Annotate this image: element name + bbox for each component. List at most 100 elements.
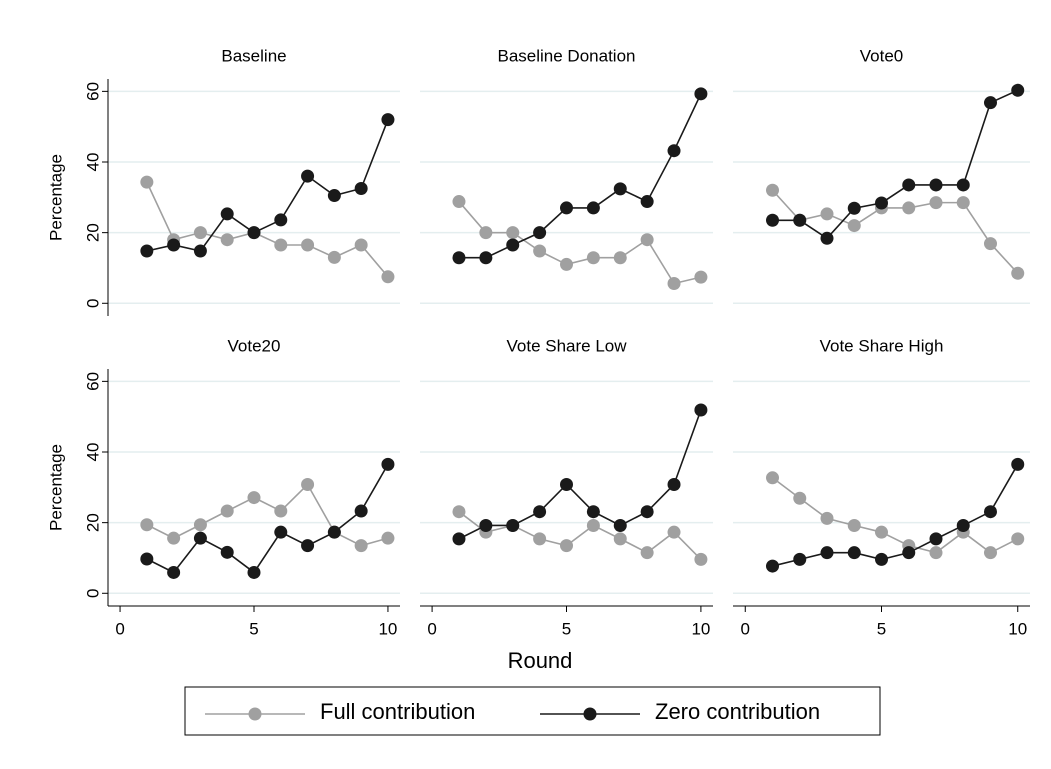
marker (140, 518, 154, 532)
marker (452, 195, 466, 209)
marker (983, 505, 997, 519)
marker (247, 491, 261, 505)
marker (793, 491, 807, 505)
marker (193, 244, 207, 258)
marker (1011, 83, 1025, 97)
marker (847, 201, 861, 215)
x-tick-label: 10 (691, 619, 710, 638)
marker (820, 231, 834, 245)
marker (640, 505, 654, 519)
marker (956, 178, 970, 192)
legend-marker (248, 707, 262, 721)
panel-title: Vote Share High (820, 336, 944, 355)
marker (929, 532, 943, 546)
legend-label: Zero contribution (655, 699, 820, 724)
marker (694, 552, 708, 566)
y-axis-title: Percentage (46, 444, 65, 531)
marker (167, 565, 181, 579)
y-tick-label: 40 (83, 153, 102, 172)
marker (533, 226, 547, 240)
marker (956, 518, 970, 532)
marker (766, 183, 780, 197)
marker (381, 457, 395, 471)
marker (793, 552, 807, 566)
marker (327, 250, 341, 264)
marker (766, 213, 780, 227)
marker (274, 213, 288, 227)
marker (167, 238, 181, 252)
marker (929, 178, 943, 192)
panel-title: Baseline Donation (498, 46, 636, 65)
legend (184, 686, 881, 736)
marker (381, 531, 395, 545)
marker (560, 539, 573, 553)
marker (140, 552, 154, 566)
x-tick-label: 0 (741, 619, 750, 638)
marker (694, 87, 708, 101)
marker (140, 244, 154, 258)
marker (1011, 532, 1025, 546)
x-tick-label: 10 (378, 619, 397, 638)
y-tick-label: 20 (83, 513, 102, 532)
marker (506, 238, 520, 252)
marker (640, 195, 654, 209)
marker (274, 238, 288, 252)
marker (1011, 266, 1025, 280)
marker (613, 251, 627, 265)
marker (220, 504, 234, 518)
series-line (772, 477, 1019, 554)
panel-title: Baseline (221, 46, 286, 65)
marker (354, 504, 368, 518)
marker (140, 175, 154, 189)
marker (354, 539, 368, 553)
series-line (458, 511, 702, 560)
marker (247, 565, 261, 579)
marker (766, 471, 780, 485)
x-tick-label: 5 (562, 619, 571, 638)
marker (381, 113, 395, 127)
series-line (458, 409, 702, 540)
marker (983, 237, 997, 251)
marker (560, 477, 573, 491)
panel-title: Vote0 (860, 46, 904, 65)
series-line (146, 463, 389, 574)
marker (479, 251, 493, 265)
marker (613, 182, 627, 196)
marker (847, 518, 861, 532)
x-tick-label: 10 (1008, 619, 1027, 638)
series-line (772, 463, 1019, 567)
marker (793, 213, 807, 227)
marker (506, 518, 520, 532)
y-tick-label: 60 (83, 372, 102, 391)
marker (220, 207, 234, 221)
marker (381, 270, 395, 284)
marker (983, 546, 997, 560)
marker (766, 559, 780, 573)
marker (586, 201, 600, 215)
marker (506, 226, 520, 240)
panel-title: Vote Share Low (506, 336, 627, 355)
marker (640, 546, 654, 560)
marker (354, 181, 368, 195)
marker (354, 238, 368, 252)
series-line (772, 89, 1019, 240)
marker (902, 201, 916, 215)
marker (694, 270, 708, 284)
marker (167, 531, 181, 545)
marker (902, 546, 916, 560)
marker (586, 251, 600, 265)
marker (586, 505, 600, 519)
marker (301, 539, 315, 553)
marker (533, 532, 547, 546)
legend-label: Full contribution (320, 699, 475, 724)
series-line (458, 93, 702, 259)
y-tick-label: 0 (83, 299, 102, 308)
marker (274, 525, 288, 539)
x-tick-label: 0 (115, 619, 124, 638)
marker (875, 196, 888, 210)
marker (902, 178, 916, 192)
marker (983, 96, 997, 110)
series-line (146, 119, 389, 252)
